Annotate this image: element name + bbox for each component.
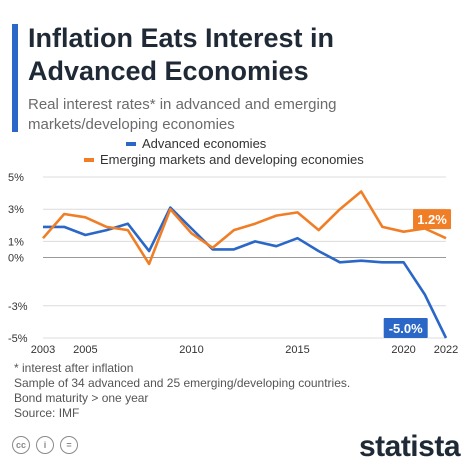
footnotes: * interest after inflation Sample of 34 …: [14, 361, 454, 421]
legend-label-advanced: Advanced economies: [142, 136, 267, 151]
advanced-end-label: -5.0%: [389, 321, 423, 336]
legend-item-emerging: Emerging markets and developing economie…: [84, 152, 364, 167]
x-tick-label: 2005: [73, 344, 97, 356]
creative-commons-icon[interactable]: cc: [12, 436, 30, 454]
y-tick-label: 1%: [8, 236, 24, 248]
legend-label-emerging: Emerging markets and developing economie…: [100, 152, 364, 167]
x-tick-label: 2022: [434, 344, 458, 356]
legend-swatch-advanced: [126, 141, 136, 146]
line-chart: 5% 3% 1% 0% -3% -5%2003 2005 2010 2015 2020 2022 1.…: [8, 172, 458, 356]
advanced-economies-line: [43, 206, 448, 339]
emerging-end-label-box: [413, 209, 452, 230]
y-tick-label: 5%: [8, 172, 24, 184]
chart-title: Inflation Eats Interest in Advanced Econ…: [28, 23, 335, 86]
no-derivatives-icon[interactable]: =: [60, 436, 78, 454]
attribution-icon[interactable]: i: [36, 436, 54, 454]
y-tick-label: 0%: [8, 253, 24, 265]
title-accent-bar: [12, 24, 18, 132]
chart-subtitle: Real interest rates* in advanced and eme…: [28, 96, 337, 133]
advanced-end-label-box: [383, 318, 428, 338]
legend-swatch-emerging: [84, 157, 94, 162]
x-tick-label: 2015: [285, 344, 309, 356]
statista-logo[interactable]: statista: [358, 430, 461, 463]
y-tick-label: 3%: [8, 204, 24, 216]
license-icons: cc i =: [12, 436, 78, 454]
footnote-definition: * interest after inflation: [14, 361, 134, 375]
legend-item-advanced: Advanced economies: [126, 136, 266, 151]
x-tick-label: 2003: [31, 344, 55, 356]
emerging-markets-line: [42, 190, 447, 266]
footnote-maturity: Bond maturity > one year: [14, 391, 149, 405]
x-tick-label: 2020: [391, 344, 415, 356]
footnote-sample: Sample of 34 advanced and 25 emerging/de…: [14, 376, 351, 390]
emerging-end-label: 1.2%: [417, 212, 447, 227]
footnote-source: Source: IMF: [14, 406, 80, 420]
y-tick-label: -5%: [8, 333, 28, 345]
y-tick-label: -3%: [8, 301, 28, 313]
x-tick-label: 2010: [179, 344, 203, 356]
